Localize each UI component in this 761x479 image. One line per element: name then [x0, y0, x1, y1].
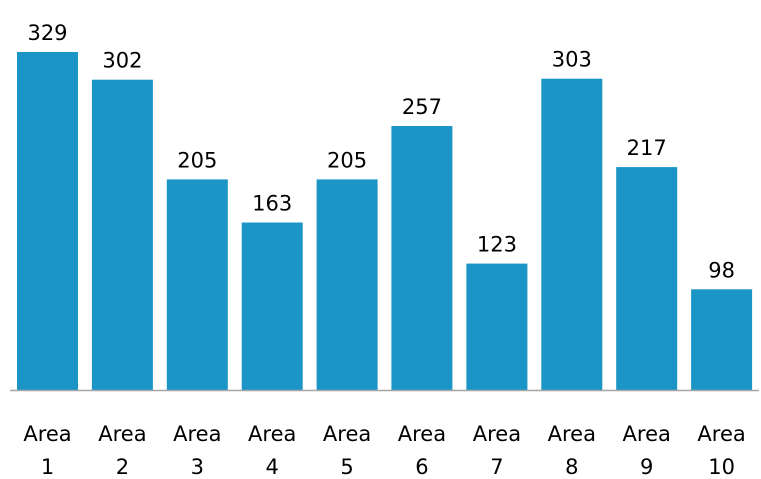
- value-labels-layer: 329 302 205 163 205 257 123 303 217 98: [27, 21, 735, 282]
- bar-value-label: 98: [708, 258, 735, 282]
- x-tick-label: Area: [23, 422, 71, 446]
- x-tick-labels-layer: Area 1 Area 2 Area 3 Area 4 Area 5 Area 6 Area 7 Area 8…: [23, 422, 745, 479]
- x-tick-label: Area: [398, 422, 446, 446]
- x-tick-label-number: 10: [708, 455, 735, 479]
- bar-value-label: 217: [627, 136, 667, 160]
- x-tick-label-number: 7: [490, 455, 503, 479]
- bar: [616, 167, 678, 390]
- bar: [541, 78, 603, 390]
- x-tick-label: Area: [173, 422, 221, 446]
- x-tick-label: Area: [248, 422, 296, 446]
- bar: [91, 79, 153, 390]
- bar: [241, 222, 303, 390]
- x-tick-label-number: 8: [565, 455, 578, 479]
- x-tick-label-number: 3: [191, 455, 204, 479]
- bars-layer: [17, 52, 753, 390]
- bar: [316, 179, 378, 390]
- bar-value-label: 303: [552, 48, 592, 72]
- bar-value-label: 205: [177, 148, 217, 172]
- bar-value-label: 302: [102, 49, 142, 73]
- bar-value-label: 257: [402, 95, 442, 119]
- bar-value-label: 329: [27, 21, 67, 45]
- x-tick-label: Area: [323, 422, 371, 446]
- bar: [466, 263, 528, 390]
- bar: [166, 179, 228, 390]
- x-tick-label: Area: [623, 422, 671, 446]
- x-tick-label: Area: [697, 422, 745, 446]
- x-tick-label: Area: [98, 422, 146, 446]
- x-tick-label-number: 6: [415, 455, 428, 479]
- bar: [391, 126, 453, 390]
- bar: [691, 289, 753, 390]
- x-tick-label-number: 5: [340, 455, 353, 479]
- x-tick-label-number: 9: [640, 455, 653, 479]
- x-tick-label-number: 2: [116, 455, 129, 479]
- bar-value-label: 163: [252, 192, 292, 216]
- x-tick-label-number: 1: [41, 455, 54, 479]
- x-tick-label: Area: [473, 422, 521, 446]
- bar-value-label: 123: [477, 233, 517, 257]
- x-tick-label-number: 4: [266, 455, 279, 479]
- bar-value-label: 205: [327, 148, 367, 172]
- bar: [17, 52, 78, 390]
- x-tick-label: Area: [548, 422, 596, 446]
